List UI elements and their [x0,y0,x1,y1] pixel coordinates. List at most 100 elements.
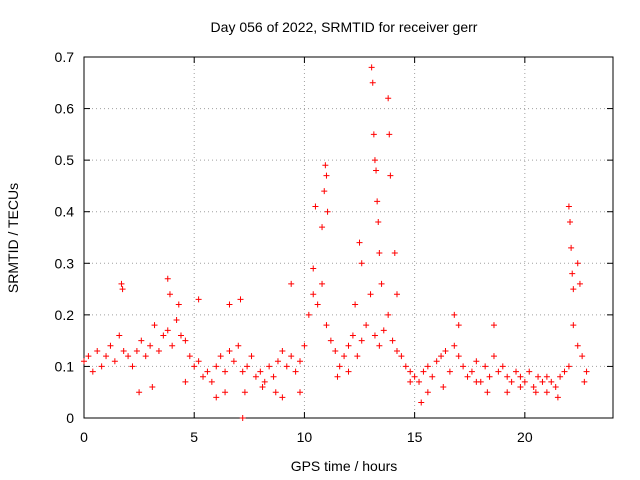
data-point [385,95,392,102]
data-point [310,291,317,298]
data-point [543,389,550,396]
data-point [464,373,471,380]
data-point [424,363,431,370]
x-tick-label: 0 [80,429,88,445]
data-point [204,368,211,375]
data-point [85,353,92,360]
data-point [319,224,326,231]
data-point [387,172,394,179]
data-point [103,353,110,360]
x-tick-label: 20 [517,429,533,445]
data-point [142,353,149,360]
data-point [570,286,577,293]
data-point [98,363,105,370]
data-point [319,280,326,287]
data-point [358,260,365,267]
data-point [385,311,392,318]
data-point [208,378,215,385]
data-point [376,342,383,349]
y-tick-label: 0.2 [55,307,75,323]
data-point [226,347,233,354]
data-point [235,342,242,349]
data-point [323,172,330,179]
data-point [155,347,162,354]
data-point [160,332,167,339]
data-point [237,296,244,303]
data-point [424,389,431,396]
data-point [565,203,572,210]
data-point [557,373,564,380]
data-point [455,353,462,360]
data-point [521,378,528,385]
data-point [429,373,436,380]
y-tick-label: 0.5 [55,152,75,168]
data-point [169,342,176,349]
data-point [241,389,248,396]
x-tick-label: 15 [407,429,423,445]
data-point [191,363,198,370]
data-point [222,368,229,375]
y-tick-label: 0.1 [55,358,75,374]
data-point [288,280,295,287]
data-point [345,368,352,375]
data-point [81,358,87,365]
data-point [136,389,143,396]
data-point [324,208,331,215]
data-point [266,363,273,370]
data-point [567,219,574,226]
data-point [321,188,328,195]
data-point [334,373,341,380]
data-point [297,389,304,396]
data-point [332,347,339,354]
data-point [274,358,281,365]
data-point [543,373,550,380]
data-point [310,265,317,272]
data-point [164,327,171,334]
data-point [504,373,511,380]
data-point [374,198,381,205]
data-point [356,239,363,246]
data-point [495,368,502,375]
data-point [442,347,449,354]
data-point [569,270,576,277]
grid [84,57,613,418]
data-point [261,378,268,385]
data-point [393,347,400,354]
data-point [386,131,393,138]
data-point [517,373,524,380]
data-point [259,384,266,391]
data-point [539,378,546,385]
data-point [579,353,586,360]
data-point [125,353,132,360]
data-point [358,337,365,344]
data-point [239,415,246,421]
data-point [166,291,173,298]
data-point [583,368,590,375]
data-point [272,389,279,396]
data-point [322,162,329,169]
data-point [151,322,158,329]
data-point [369,79,376,86]
y-tick-label: 0 [66,410,74,426]
data-point [288,353,295,360]
data-point [420,368,427,375]
data-point [391,249,398,256]
data-point [376,249,383,256]
data-point [440,384,447,391]
x-axis-label: GPS time / hours [291,458,398,474]
y-tick-label: 0.4 [55,204,75,220]
data-point [574,342,581,349]
data-point [213,394,220,401]
data-point [407,368,414,375]
data-point [380,327,387,334]
data-point [581,378,588,385]
data-point [574,260,581,267]
data-point [182,337,189,344]
data-point [473,358,480,365]
axis-ticks [83,56,613,419]
y-tick-label: 0.6 [55,101,75,117]
data-point [398,353,405,360]
data-point [433,358,440,365]
data-point [177,332,184,339]
